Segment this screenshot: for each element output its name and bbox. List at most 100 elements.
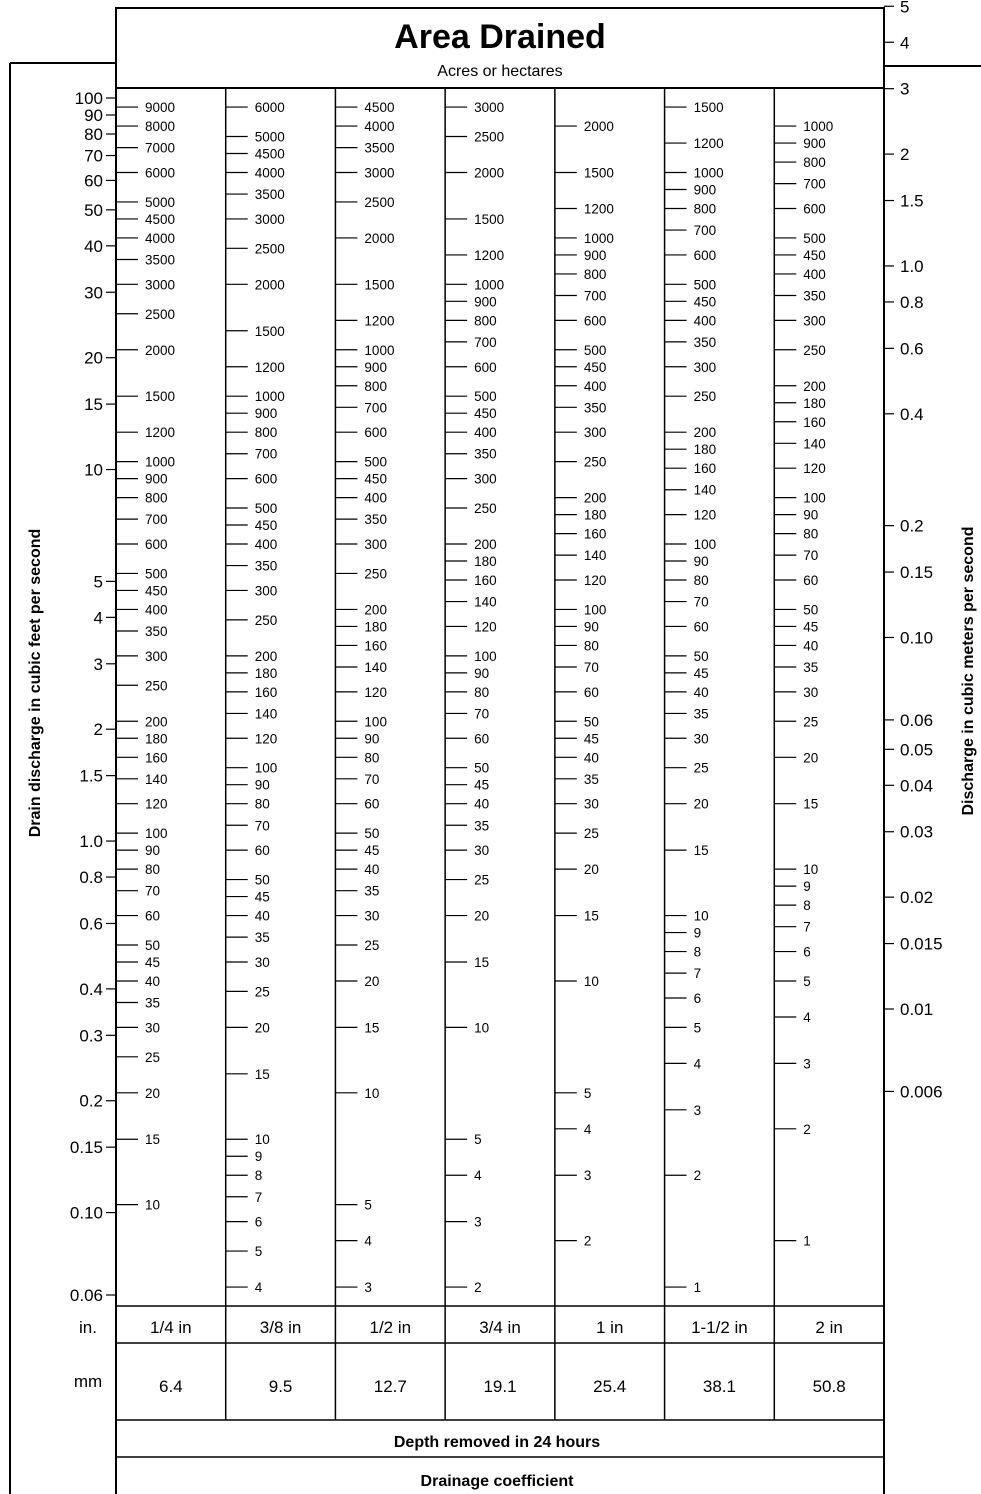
depth-mm-label: 19.1 (483, 1377, 516, 1396)
area-tick-label: 3000 (474, 100, 504, 115)
area-tick-label: 10 (474, 1020, 489, 1035)
area-tick-label: 4000 (364, 119, 394, 134)
area-tick-label: 60 (364, 797, 379, 812)
area-tick-label: 20 (145, 1086, 160, 1101)
area-tick-label: 1200 (364, 313, 394, 328)
area-tick-label: 180 (694, 442, 717, 457)
area-tick-label: 1000 (364, 343, 394, 358)
area-tick-label: 80 (584, 638, 599, 653)
area-tick-label: 4 (803, 1010, 811, 1025)
depth-mm-label: 50.8 (813, 1377, 846, 1396)
area-tick-label: 25 (364, 938, 379, 953)
area-tick-label: 900 (474, 294, 497, 309)
area-tick-label: 1500 (255, 324, 285, 339)
area-tick-label: 30 (803, 685, 818, 700)
right-axis-tick-label: 0.06 (900, 711, 933, 730)
area-tick-label: 50 (145, 938, 160, 953)
right-axis-tick-label: 0.02 (900, 888, 933, 907)
area-tick-label: 35 (364, 884, 379, 899)
area-tick-label: 160 (694, 461, 717, 476)
left-axis-tick-label: 90 (84, 106, 103, 125)
area-tick-label: 140 (145, 772, 168, 787)
area-tick-label: 20 (584, 862, 599, 877)
area-tick-label: 100 (145, 826, 168, 841)
area-tick-label: 250 (364, 566, 387, 581)
area-tick-label: 600 (694, 248, 717, 263)
area-tick-label: 90 (584, 619, 599, 634)
area-tick-label: 1000 (803, 119, 833, 134)
area-tick-label: 600 (255, 472, 278, 487)
depth-column: 2000150012001000900800700600500450400350… (554, 88, 626, 1420)
area-tick-label: 500 (145, 566, 168, 581)
area-tick-label: 45 (364, 843, 379, 858)
right-axis-tick-label: 0.04 (900, 776, 933, 795)
area-tick-label: 40 (474, 797, 489, 812)
area-tick-label: 7 (255, 1190, 263, 1205)
left-axis-tick-label: 0.6 (79, 914, 103, 933)
area-tick-label: 80 (364, 750, 379, 765)
area-tick-label: 1000 (255, 389, 285, 404)
area-tick-label: 40 (694, 685, 709, 700)
area-tick-label: 50 (474, 761, 489, 776)
area-tick-label: 8000 (145, 119, 175, 134)
area-tick-label: 40 (364, 862, 379, 877)
area-tick-label: 60 (584, 685, 599, 700)
area-tick-label: 2 (694, 1168, 702, 1183)
area-tick-label: 2500 (145, 307, 175, 322)
right-axis-tick-label: 0.8 (900, 293, 924, 312)
area-tick-label: 70 (803, 548, 818, 563)
area-tick-label: 160 (474, 573, 497, 588)
area-tick-label: 70 (145, 884, 160, 899)
area-tick-label: 80 (255, 797, 270, 812)
area-tick-label: 800 (364, 379, 387, 394)
area-tick-label: 120 (474, 619, 497, 634)
area-tick-label: 250 (694, 389, 717, 404)
area-tick-label: 600 (364, 425, 387, 440)
area-tick-label: 70 (364, 772, 379, 787)
area-tick-label: 20 (803, 750, 818, 765)
area-tick-label: 500 (255, 501, 278, 516)
left-axis-tick-label: 2 (94, 720, 103, 739)
area-tick-label: 10 (255, 1132, 270, 1147)
area-tick-label: 450 (474, 406, 497, 421)
area-tick-label: 500 (474, 389, 497, 404)
area-tick-label: 180 (255, 666, 278, 681)
area-tick-label: 180 (803, 396, 826, 411)
area-tick-label: 15 (584, 909, 599, 924)
area-tick-label: 100 (474, 649, 497, 664)
area-tick-label: 700 (145, 512, 168, 527)
area-tick-label: 350 (145, 624, 168, 639)
area-tick-label: 4 (364, 1234, 372, 1249)
area-tick-label: 35 (584, 772, 599, 787)
area-tick-label: 200 (694, 425, 717, 440)
area-tick-label: 450 (803, 248, 826, 263)
right-axis-tick-label: 0.015 (900, 935, 943, 954)
area-tick-label: 350 (474, 447, 497, 462)
chart-title: Area Drained (394, 18, 606, 56)
area-tick-label: 400 (255, 537, 278, 552)
area-tick-label: 180 (584, 508, 607, 523)
area-tick-label: 700 (803, 177, 826, 192)
area-tick-label: 140 (803, 436, 826, 451)
right-axis-tick-label: 0.10 (900, 628, 933, 647)
depth-mm-label: 12.7 (374, 1377, 407, 1396)
area-tick-label: 250 (255, 613, 278, 628)
right-axis-tick-label: 4 (900, 33, 909, 52)
area-tick-label: 180 (474, 554, 497, 569)
area-tick-label: 3 (474, 1215, 482, 1230)
area-tick-label: 1000 (474, 277, 504, 292)
area-tick-label: 160 (145, 750, 168, 765)
area-tick-label: 200 (803, 379, 826, 394)
area-tick-label: 140 (364, 660, 387, 675)
area-tick-label: 5 (474, 1132, 482, 1147)
right-axis-tick-label: 0.15 (900, 563, 933, 582)
area-tick-label: 3500 (145, 252, 175, 267)
area-tick-label: 4500 (364, 100, 394, 115)
area-tick-label: 40 (255, 909, 270, 924)
left-axis-tick-label: 0.06 (70, 1286, 103, 1305)
area-tick-label: 4 (694, 1056, 702, 1071)
left-axis-tick-label: 0.4 (79, 980, 103, 999)
area-tick-label: 1000 (694, 165, 724, 180)
depth-in-label: 3/8 in (260, 1318, 302, 1337)
